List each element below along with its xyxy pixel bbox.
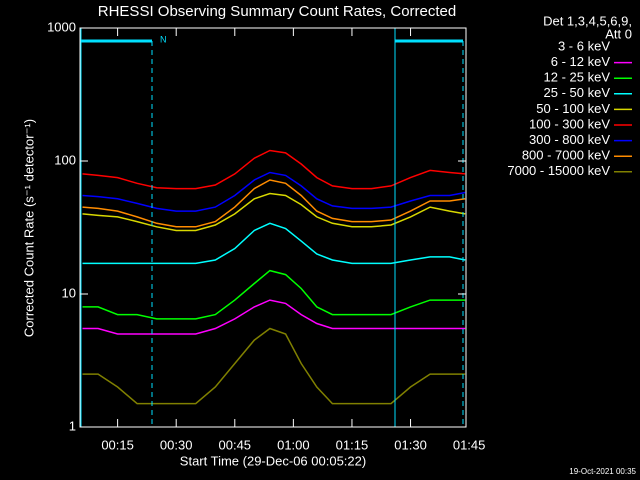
x-axis-label: Start Time (29-Dec-06 00:05:22) xyxy=(180,453,366,468)
y-axis-label: Corrected Count Rate (s⁻¹ detector⁻¹) xyxy=(21,119,36,337)
series-line xyxy=(82,299,466,335)
series-line xyxy=(82,222,466,265)
x-tick-label: 01:30 xyxy=(394,437,427,452)
series-line xyxy=(82,192,466,232)
legend-label: 50 - 100 keV xyxy=(536,101,610,116)
y-tick-label: 1000 xyxy=(47,19,76,34)
series-line xyxy=(82,171,466,212)
cyan-markers xyxy=(80,28,464,427)
legend-label: 25 - 50 keV xyxy=(544,85,611,100)
x-tick-label: 01:00 xyxy=(277,437,310,452)
legend-label: 3 - 6 keV xyxy=(558,38,610,53)
legend-title: Att 0 xyxy=(605,26,632,41)
legend-label: 100 - 300 keV xyxy=(529,116,610,131)
x-tick-label: 00:45 xyxy=(219,437,252,452)
chart-title: RHESSI Observing Summary Count Rates, Co… xyxy=(98,3,456,20)
legend-label: 300 - 800 keV xyxy=(529,132,610,147)
series-line xyxy=(82,327,466,405)
footer: 19-Oct-2021 00:35 xyxy=(569,467,636,476)
series-line xyxy=(82,179,466,228)
x-tick-label: 00:30 xyxy=(160,437,193,452)
x-tick-label: 01:45 xyxy=(453,437,486,452)
plot-frame xyxy=(79,27,467,428)
legend-label: 800 - 7000 keV xyxy=(522,148,611,163)
y-tick-label: 100 xyxy=(54,152,76,167)
legend-label: 6 - 12 keV xyxy=(551,54,611,69)
y-tick-label: 10 xyxy=(62,285,76,300)
x-tick-label: 01:15 xyxy=(336,437,369,452)
legend-title: Det 1,3,4,5,6,9, xyxy=(543,13,632,28)
x-tick-label: 00:15 xyxy=(101,437,134,452)
series-line xyxy=(82,269,466,320)
annotation: N xyxy=(160,34,167,44)
y-tick-label: 1 xyxy=(69,418,76,433)
series-line xyxy=(82,149,466,190)
legend-label: 12 - 25 keV xyxy=(544,70,611,85)
legend-label: 7000 - 15000 keV xyxy=(507,163,610,178)
